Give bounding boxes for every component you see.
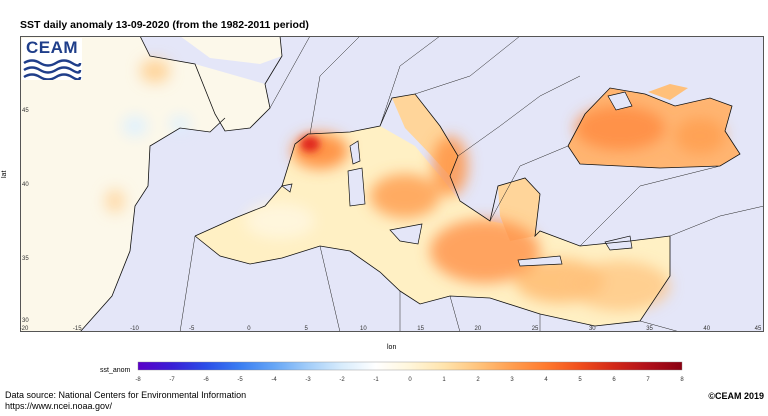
colorbar-tick-label: 0 [408,377,412,383]
x-tick-label: 25 [532,326,539,332]
x-tick-label: 35 [646,326,653,332]
map-border [20,36,764,332]
x-tick-label: 0 [247,326,251,332]
colorbar-tick-label: 6 [612,377,616,383]
x-tick-label: -15 [73,326,82,332]
colorbar-ticks: -8 -7 -6 -5 -4 -3 -2 -1 0 1 2 3 4 5 6 7 8 [135,377,684,383]
colorbar-label: sst_anom [100,367,131,374]
colorbar-tick-label: 4 [544,377,548,383]
colorbar-tick-label: -2 [339,377,345,383]
colorbar-tick-label: -7 [169,377,175,383]
crimea [607,91,633,111]
corsica [349,140,361,165]
colorbar-tick-label: 1 [442,377,446,383]
colorbar-tick-label: 3 [510,377,514,383]
colorbar-tick-label: 7 [646,377,650,383]
sea-of-azov [648,84,688,100]
x-tick-label: 20 [475,326,482,332]
x-axis-ticks: -20 -15 -10 -5 0 5 10 15 20 25 30 35 40 45 [20,326,762,332]
crete [517,255,563,267]
y-tick-label: 30 [22,318,29,324]
x-tick-label: -20 [20,326,29,332]
bay-of-biscay [195,64,270,131]
y-tick-label: 35 [22,256,29,262]
colorbar-tick-label: 5 [578,377,582,383]
colorbar-tick-label: -1 [373,377,379,383]
colorbar-tick-label: -6 [203,377,209,383]
colorbar-tick-label: -5 [237,377,243,383]
sicily [389,223,423,245]
x-tick-label: 40 [703,326,710,332]
data-source: Data source: National Centers for Enviro… [5,390,246,412]
country-borders [179,36,764,332]
wave-icon [23,59,82,80]
x-tick-label: 45 [755,326,762,332]
x-tick-label: -10 [130,326,139,332]
data-source-url[interactable]: https://www.ncei.noaa.gov/ [5,401,113,411]
north-sea [180,36,282,64]
colorbar-tick-label: 8 [680,377,684,383]
map-title: SST daily anomaly 13-09-2020 (from the 1… [20,19,309,31]
colorbar: -8 -7 -6 -5 -4 -3 -2 -1 0 1 2 3 4 5 6 7 8 [135,361,684,383]
x-axis-label: lon [387,344,397,351]
x-tick-label: 15 [417,326,424,332]
data-source-line: Data source: National Centers for Enviro… [5,390,247,400]
colorbar-tick-label: 2 [476,377,480,383]
x-tick-label: -5 [189,326,195,332]
cyprus [604,235,633,251]
y-tick-label: 45 [22,108,29,114]
y-axis-label: lat [1,170,8,178]
x-tick-label: 30 [589,326,596,332]
atlantic-ocean [20,36,225,332]
x-tick-label: 5 [304,326,308,332]
balearic-islands [281,183,293,193]
colorbar-tick-label: -4 [271,377,277,383]
copyright: ©CEAM 2019 [708,391,764,401]
colorbar-ramp [137,361,683,371]
sardinia [347,167,366,207]
x-tick-label: 10 [360,326,367,332]
colorbar-tick-label: -8 [135,377,141,383]
colorbar-tick-label: -3 [305,377,311,383]
y-tick-label: 40 [22,182,29,188]
ceam-logo: CEAM [22,38,82,80]
